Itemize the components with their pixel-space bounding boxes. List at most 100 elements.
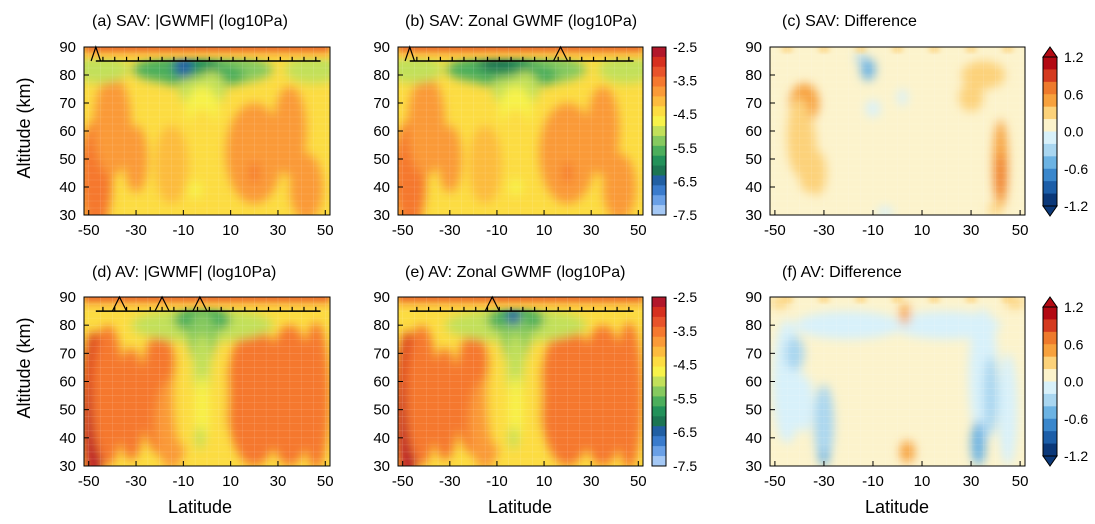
- top-blob: [965, 297, 978, 303]
- colorbar-swatch: [652, 195, 666, 206]
- y-tick-label: 60: [59, 374, 76, 391]
- y-tick-label: 50: [745, 151, 762, 168]
- colorbar-swatch: [652, 66, 666, 78]
- y-tick-label: 30: [59, 458, 76, 475]
- top-blob: [854, 47, 867, 53]
- contour-blob: [598, 55, 643, 84]
- y-tick-label: 30: [745, 207, 762, 224]
- y-tick-label: 50: [745, 402, 762, 419]
- grid: [770, 297, 1025, 466]
- grid: [84, 47, 330, 215]
- y-tick-label: 70: [373, 345, 390, 362]
- colorbar-swatch: [652, 306, 666, 318]
- contour-blob: [508, 375, 523, 444]
- colorbar-label: -5.5: [673, 140, 697, 156]
- panel-c: -50 -30 -10 10 30 50 30 40 50 60 70 80 90: [745, 39, 1028, 239]
- contour-blob: [188, 181, 203, 199]
- colorbar-swatch: [652, 416, 666, 427]
- colorbar-swatch: [1043, 119, 1057, 132]
- contour-blob: [860, 58, 876, 81]
- colorbar-flux-top: -2.5 -3.5 -4.5 -5.5 -6.5 -7.5: [651, 39, 697, 223]
- colorbar-swatch: [652, 116, 666, 127]
- top-band-edge: [398, 297, 643, 302]
- contour-blob: [877, 206, 893, 215]
- contour-field-c: [770, 47, 1025, 215]
- y-tick-label: 70: [59, 95, 76, 112]
- x-tick-label: 10: [536, 222, 553, 239]
- colorbar-swatch: [652, 336, 666, 348]
- contour-blob: [988, 203, 1003, 215]
- colorbar-arrow-bottom: [1042, 205, 1058, 217]
- colorbar-swatch: [652, 456, 666, 467]
- y-tick-label: 50: [373, 151, 390, 168]
- x-tick-label: -30: [813, 473, 835, 490]
- y-axis-label-bottom: Altitude (km): [14, 317, 34, 418]
- colorbar-arrow-bottom: [1042, 455, 1058, 467]
- colorbar-swatch: [652, 135, 666, 147]
- contour-blob: [865, 100, 881, 117]
- contour-blob: [784, 336, 805, 371]
- contour-blob: [586, 86, 620, 176]
- colorbar-label: -7.5: [673, 458, 697, 474]
- colorbar-swatch: [652, 145, 666, 157]
- contour-blob: [614, 322, 643, 466]
- y-tick-label: 40: [745, 179, 762, 196]
- contour-blob: [794, 311, 903, 340]
- top-band-edge: [84, 47, 330, 52]
- contour-blob: [855, 52, 866, 64]
- colorbar-swatch: [1043, 406, 1057, 420]
- x-tick-label: -50: [392, 222, 414, 239]
- colorbar-swatch: [1043, 369, 1057, 382]
- x-tick-label: 50: [317, 222, 334, 239]
- colorbar-swatch: [652, 96, 666, 107]
- colorbar-swatch: [652, 86, 666, 97]
- colorbar-label: -2.5: [673, 289, 697, 305]
- colorbar-label: -3.5: [673, 73, 697, 89]
- y-tick-label: 40: [373, 179, 390, 196]
- contour-blob: [225, 102, 283, 204]
- colorbar-swatch: [1043, 307, 1057, 320]
- colorbar-frame: [651, 46, 667, 216]
- colorbar-label: -6.5: [673, 173, 697, 189]
- contour-blob: [468, 125, 502, 204]
- contour-blob: [438, 125, 462, 193]
- colorbar-swatch: [652, 376, 666, 387]
- x-tick-label: -30: [439, 222, 461, 239]
- colorbar-swatch: [1043, 168, 1057, 182]
- colorbar-swatch: [1043, 181, 1057, 195]
- colorbar-frame: [651, 296, 667, 467]
- contour-blob: [195, 375, 210, 444]
- contour-blob: [504, 108, 528, 143]
- x-tick-label: 30: [583, 473, 600, 490]
- panel-title-d: (d) AV: |GWMF| (log10Pa): [92, 264, 276, 281]
- x-tick-label: -10: [486, 473, 508, 490]
- x-tick-label: -50: [78, 222, 100, 239]
- contour-blob: [579, 325, 627, 466]
- contour-blob: [487, 344, 507, 447]
- colorbar-swatch: [652, 56, 666, 68]
- contour-blob: [602, 153, 636, 215]
- contour-blob: [998, 353, 1018, 466]
- top-blob: [781, 47, 794, 53]
- colorbar-swatch: [652, 106, 666, 117]
- y-tick-label: 90: [745, 289, 762, 306]
- colorbar-swatch: [1043, 443, 1057, 457]
- significance-line: [404, 45, 634, 62]
- contour-blob: [539, 325, 596, 466]
- x-tick-label: 50: [1012, 473, 1029, 490]
- contour-blob: [173, 344, 193, 447]
- contour-blob: [154, 125, 189, 204]
- y-tick-label: 90: [59, 289, 76, 306]
- top-blob: [891, 297, 904, 303]
- x-tick-label: 50: [1012, 222, 1029, 239]
- x-tick-label: -10: [486, 222, 508, 239]
- colorbar-swatch: [652, 175, 666, 186]
- colorbar-swatch: [652, 326, 666, 338]
- top-band: [84, 297, 330, 309]
- x-axis-label-f: Latitude: [865, 497, 929, 517]
- axes-c: -50 -30 -10 10 30 50 30 40 50 60 70 80 90: [745, 39, 1028, 239]
- axes-f: -50 -30 -10 10 30 50 30 40 50 60 70 80 90: [745, 289, 1028, 490]
- y-tick-label: 40: [373, 430, 390, 447]
- colorbar-swatch: [652, 76, 666, 88]
